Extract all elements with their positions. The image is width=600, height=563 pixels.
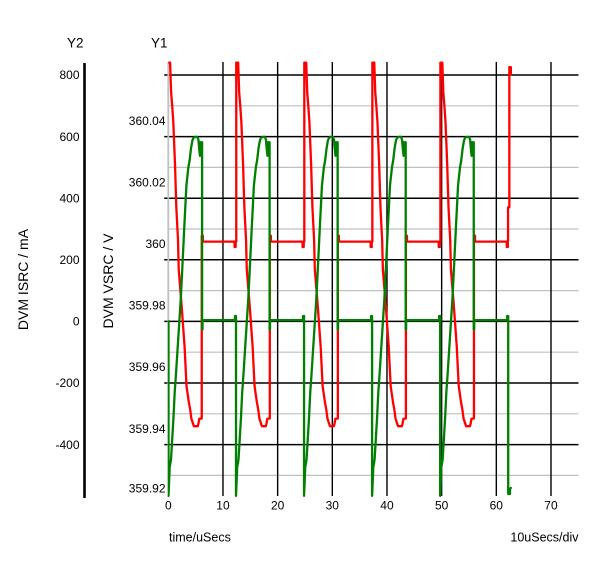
svg-text:10: 10 — [216, 499, 230, 513]
svg-text:50: 50 — [435, 499, 449, 513]
svg-text:360: 360 — [145, 237, 165, 251]
svg-text:60: 60 — [490, 499, 504, 513]
svg-text:359.94: 359.94 — [129, 422, 166, 436]
svg-text:359.96: 359.96 — [129, 360, 166, 374]
svg-text:30: 30 — [326, 499, 340, 513]
svg-text:40: 40 — [380, 499, 394, 513]
svg-text:359.92: 359.92 — [129, 482, 166, 496]
svg-text:-200: -200 — [55, 376, 79, 390]
svg-text:Y2: Y2 — [67, 35, 84, 50]
svg-text:0: 0 — [73, 315, 80, 329]
svg-text:Y1: Y1 — [151, 35, 168, 50]
svg-text:360.02: 360.02 — [129, 175, 166, 189]
svg-text:20: 20 — [271, 499, 285, 513]
svg-text:-400: -400 — [55, 438, 79, 452]
svg-text:10uSecs/div: 10uSecs/div — [510, 531, 579, 545]
svg-text:DVM VSRC / V: DVM VSRC / V — [100, 233, 116, 329]
svg-text:200: 200 — [59, 253, 79, 267]
svg-text:600: 600 — [59, 130, 79, 144]
svg-text:359.98: 359.98 — [129, 299, 166, 313]
svg-text:70: 70 — [544, 499, 558, 513]
svg-text:400: 400 — [59, 191, 79, 205]
svg-text:0: 0 — [165, 499, 172, 513]
svg-text:800: 800 — [59, 68, 79, 82]
svg-text:time/uSecs: time/uSecs — [169, 531, 231, 545]
svg-text:360.04: 360.04 — [129, 114, 166, 128]
svg-text:DVM ISRC / mA: DVM ISRC / mA — [15, 228, 31, 330]
